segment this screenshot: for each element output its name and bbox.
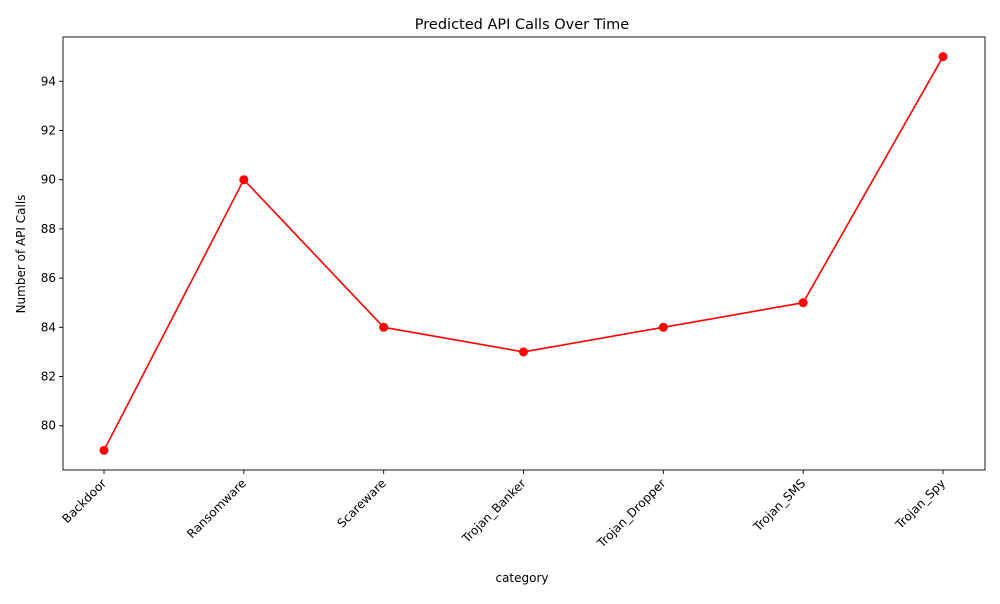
data-point: [938, 52, 948, 62]
x-tick-label: Trojan_Spy: [892, 476, 948, 532]
x-tick-label: Trojan_Dropper: [594, 476, 669, 551]
data-point: [519, 347, 528, 357]
series-line: [103, 56, 944, 451]
plot-frame: [62, 36, 986, 471]
x-tick-label: Backdoor: [59, 476, 109, 526]
y-tick-label: 94: [41, 74, 56, 88]
y-tick-label: 86: [41, 271, 56, 285]
data-point: [658, 322, 668, 332]
x-axis-title: category: [495, 571, 548, 585]
x-tick-label: Scareware: [334, 476, 388, 530]
y-tick-label: 88: [41, 222, 56, 236]
x-tick-label: Trojan_SMS: [750, 476, 808, 534]
data-point: [798, 298, 808, 308]
y-tick-label: 84: [41, 320, 56, 334]
plot-area: 80 82 84 86 88 90 92 94 Backdoor Ransomware Scarew…: [41, 36, 986, 551]
data-point: [99, 445, 109, 455]
y-tick-label: 82: [41, 370, 56, 384]
x-tick-label: Ransomware: [184, 476, 249, 541]
data-point: [379, 322, 389, 332]
x-tick-label: Trojan_Banker: [459, 476, 529, 546]
data-point: [239, 175, 249, 185]
chart-title: Predicted API Calls Over Time: [415, 17, 630, 33]
y-tick-label: 80: [41, 419, 56, 433]
y-tick-label: 92: [41, 123, 56, 137]
y-tick-label: 90: [41, 173, 56, 187]
y-axis-title: Number of API Calls: [14, 195, 28, 314]
